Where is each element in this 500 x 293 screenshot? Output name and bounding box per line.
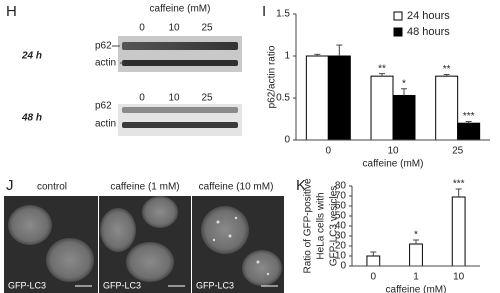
x-tick-label: 10: [387, 146, 399, 157]
x-axis-label: caffeine (mM): [386, 285, 447, 293]
y-tick-label: 30: [335, 231, 347, 242]
band-label: p62: [95, 41, 112, 52]
x-tick-label: 10: [453, 272, 465, 283]
y-axis-label: p62/actin ratio: [267, 45, 278, 108]
time-label: 24 h: [21, 51, 42, 62]
y-tick-label: 40: [335, 221, 347, 232]
dose-label: 25: [201, 93, 213, 104]
time-label: 48 h: [21, 113, 42, 124]
x-tick-label: 25: [452, 146, 464, 157]
panel-label: J: [6, 177, 14, 194]
cell: [242, 250, 282, 286]
y-axis-label: GFP-LC3 vesicles: [329, 186, 340, 267]
y-tick-label: 0: [284, 135, 290, 146]
y-tick-label: 0: [340, 261, 346, 272]
dose-label: 0: [139, 93, 145, 104]
band: [122, 122, 238, 128]
condition-label: caffeine (1 mM): [110, 182, 179, 193]
y-tick-label: 70: [335, 191, 347, 202]
panel-label: I: [262, 3, 266, 20]
x-tick-label: 0: [371, 272, 377, 283]
y-tick-label: 0.5: [276, 93, 290, 104]
bar: [451, 196, 466, 267]
panel-label: H: [6, 3, 17, 20]
y-axis-label: Ratio of GFP-positive: [303, 178, 314, 273]
legend-label: 24 hours: [407, 10, 450, 22]
bar: [370, 75, 394, 141]
band: [122, 107, 238, 113]
significance-label: *: [402, 78, 406, 89]
bar: [409, 243, 423, 267]
band: [122, 42, 238, 50]
y-tick-label: 60: [335, 201, 347, 212]
dose-label: 25: [201, 23, 213, 34]
significance-label: *: [414, 230, 418, 241]
cell: [100, 208, 136, 252]
bar: [366, 255, 381, 267]
x-axis-label: caffeine (mM): [363, 159, 424, 170]
condition-label: control: [37, 182, 67, 193]
cell: [8, 205, 52, 245]
band-label: actin: [95, 119, 116, 130]
cell: [46, 238, 94, 282]
significance-label: ***: [463, 111, 475, 122]
cell: [142, 196, 178, 228]
y-tick-label: 50: [335, 211, 347, 222]
y-tick-label: 20: [335, 241, 347, 252]
y-axis-label: HeLa cells with: [316, 192, 327, 259]
legend-label: 48 hours: [407, 26, 450, 38]
legend-swatch: [393, 11, 403, 21]
dose-label: 10: [168, 93, 180, 104]
vesicles: [212, 216, 270, 276]
bar: [305, 55, 329, 141]
stain-label: GFP-LC3: [196, 280, 234, 290]
cell: [201, 206, 249, 254]
stain-label: GFP-LC3: [103, 280, 141, 290]
bar: [392, 94, 416, 141]
stain-label: GFP-LC3: [8, 280, 46, 290]
condition-label: caffeine (10 mM): [199, 182, 274, 193]
band-label: actin: [95, 58, 116, 69]
x-tick-label: 1: [413, 272, 419, 283]
dose-label: 10: [168, 23, 180, 34]
micrograph-panel: J control caffeine (1 mM) caffeine (10 m…: [4, 177, 284, 293]
y-tick-label: 1: [284, 51, 290, 62]
y-tick-label: 1.5: [276, 9, 290, 20]
bar: [457, 122, 481, 141]
treatment-label: caffeine (mM): [150, 4, 211, 15]
legend-swatch: [393, 27, 403, 37]
band: [122, 60, 238, 66]
y-tick-label: 10: [335, 251, 347, 262]
bar: [435, 75, 459, 141]
significance-label: **: [443, 64, 451, 75]
cell: [126, 242, 174, 282]
x-tick-label: 0: [326, 146, 332, 157]
blot-panel: H caffeine (mM) 0 10 25 p62 actin 24 h 0…: [6, 3, 242, 136]
band-label: p62: [95, 101, 112, 112]
dose-label: 0: [139, 23, 145, 34]
panel-label: K: [296, 177, 306, 194]
blot-image: [118, 36, 242, 72]
significance-label: **: [378, 63, 386, 74]
y-tick-label: 80: [335, 181, 347, 192]
significance-label: ***: [453, 179, 465, 190]
bar: [327, 55, 351, 141]
